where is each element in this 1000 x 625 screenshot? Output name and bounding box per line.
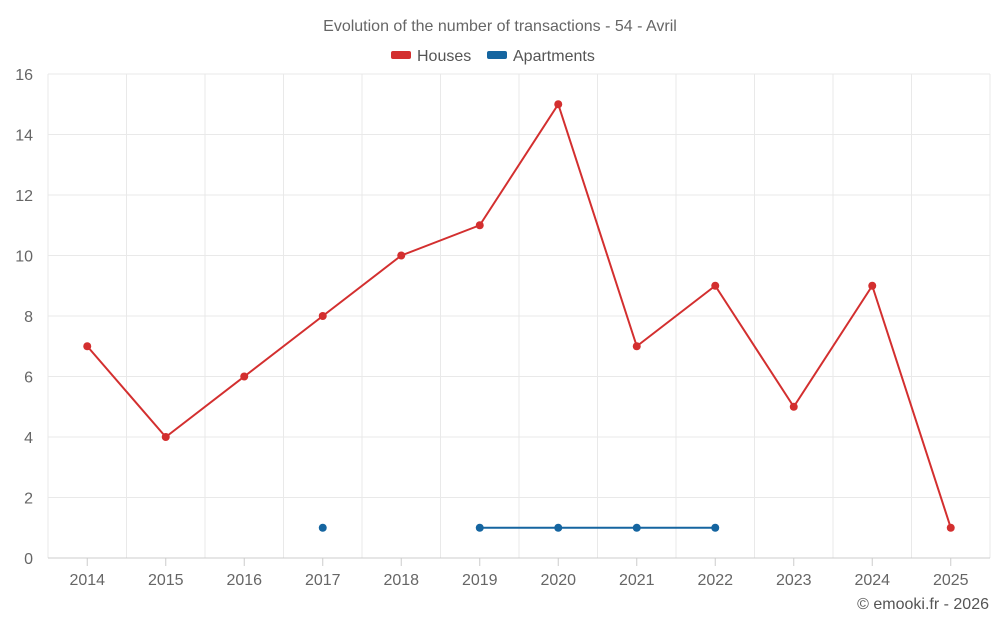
gridlines — [47, 73, 991, 559]
data-point-houses-2020[interactable] — [554, 100, 563, 109]
credit-text[interactable]: © emooki.fr - 2026 — [857, 596, 989, 613]
x-tick-label: 2014 — [69, 572, 105, 589]
series-line-houses — [86, 103, 952, 529]
x-axis: 2014 2015 2016 2017 2018 2019 2020 2021 2022 2023… — [69, 558, 969, 589]
legend-swatch-houses — [391, 51, 411, 59]
series-houses — [83, 100, 955, 532]
y-axis: 0 2 4 6 8 10 12 14 16 — [15, 67, 33, 568]
data-point-houses-2022[interactable] — [711, 281, 720, 290]
x-tick-label: 2020 — [540, 572, 576, 589]
x-tick-label: 2023 — [776, 572, 812, 589]
data-point-houses-2015[interactable] — [161, 433, 170, 441]
data-point-apartments-2022[interactable] — [711, 523, 720, 532]
data-point-apartments-2020[interactable] — [554, 523, 563, 532]
legend-item-houses[interactable]: Houses — [391, 48, 471, 65]
series-apartments — [318, 523, 720, 532]
data-point-houses-2017[interactable] — [318, 312, 327, 320]
legend-item-apartments[interactable]: Apartments — [487, 48, 595, 65]
x-tick-label: 2018 — [383, 572, 419, 589]
x-tick-label: 2016 — [226, 572, 262, 589]
data-point-houses-2018[interactable] — [397, 251, 406, 260]
y-tick-label: 16 — [15, 67, 33, 84]
data-point-houses-2019[interactable] — [475, 221, 484, 230]
plot-area — [83, 100, 955, 532]
chart-title: Evolution of the number of transactions … — [323, 18, 677, 35]
x-tick-label: 2022 — [697, 572, 733, 589]
y-tick-label: 8 — [24, 309, 33, 326]
y-tick-label: 0 — [24, 551, 33, 568]
y-tick-label: 14 — [15, 128, 33, 145]
data-point-apartments-2019[interactable] — [475, 523, 484, 532]
data-point-apartments-2017[interactable] — [318, 523, 327, 532]
data-point-houses-2023[interactable] — [789, 402, 798, 411]
data-point-houses-2014[interactable] — [83, 342, 92, 351]
y-tick-label: 2 — [24, 491, 33, 508]
legend-label-apartments[interactable]: Apartments — [513, 48, 595, 65]
data-point-apartments-2021[interactable] — [632, 523, 641, 532]
data-point-houses-2025[interactable] — [946, 523, 955, 532]
x-tick-label: 2019 — [462, 572, 498, 589]
x-tick-label: 2015 — [148, 572, 184, 589]
x-tick-label: 2017 — [305, 572, 341, 589]
legend-label-houses[interactable]: Houses — [417, 48, 471, 65]
y-tick-label: 4 — [24, 430, 33, 447]
x-tick-label: 2024 — [854, 572, 890, 589]
legend[interactable]: Houses Apartments — [391, 48, 595, 65]
data-point-houses-2021[interactable] — [632, 342, 641, 351]
y-tick-label: 6 — [24, 370, 33, 387]
data-point-houses-2024[interactable] — [868, 281, 877, 290]
x-tick-label: 2025 — [933, 572, 969, 589]
y-tick-label: 10 — [15, 249, 33, 266]
x-tick-label: 2021 — [619, 572, 655, 589]
y-tick-label: 12 — [15, 188, 33, 205]
legend-swatch-apartments — [487, 51, 507, 59]
data-point-houses-2016[interactable] — [240, 372, 249, 381]
